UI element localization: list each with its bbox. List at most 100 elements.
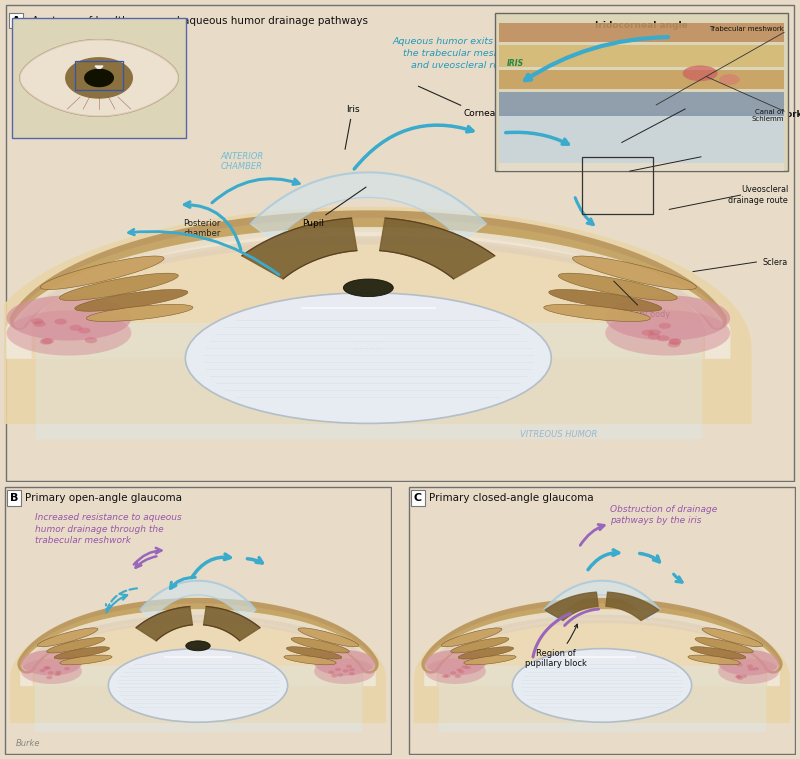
- Text: B: B: [10, 493, 18, 503]
- Ellipse shape: [349, 672, 355, 676]
- Polygon shape: [21, 606, 375, 685]
- Polygon shape: [34, 611, 362, 685]
- Text: Primary closed-angle glaucoma: Primary closed-angle glaucoma: [430, 493, 594, 503]
- Ellipse shape: [21, 650, 82, 676]
- Ellipse shape: [736, 675, 742, 678]
- Text: Drainage through
trabecular meshwork: Drainage through trabecular meshwork: [701, 99, 800, 118]
- Ellipse shape: [718, 650, 779, 676]
- Ellipse shape: [442, 628, 502, 647]
- Ellipse shape: [54, 319, 67, 325]
- Ellipse shape: [512, 649, 692, 723]
- Ellipse shape: [34, 321, 46, 327]
- Polygon shape: [545, 592, 598, 621]
- Polygon shape: [438, 611, 766, 685]
- FancyBboxPatch shape: [495, 14, 788, 171]
- Text: A: A: [11, 15, 20, 26]
- Ellipse shape: [39, 669, 46, 672]
- Ellipse shape: [736, 663, 742, 666]
- Ellipse shape: [74, 289, 188, 311]
- Ellipse shape: [298, 628, 358, 647]
- Ellipse shape: [719, 74, 740, 85]
- Polygon shape: [140, 581, 256, 620]
- Text: Obstruction of drainage
pathways by the iris: Obstruction of drainage pathways by the …: [610, 505, 717, 525]
- FancyBboxPatch shape: [499, 113, 784, 163]
- Ellipse shape: [284, 655, 336, 665]
- Text: Increased resistance to aqueous
humor drainage through the
trabecular meshwork: Increased resistance to aqueous humor dr…: [35, 513, 182, 545]
- Ellipse shape: [695, 638, 754, 653]
- Ellipse shape: [458, 670, 465, 673]
- Ellipse shape: [59, 273, 178, 301]
- Ellipse shape: [186, 641, 210, 650]
- Ellipse shape: [735, 675, 742, 679]
- FancyBboxPatch shape: [5, 487, 391, 754]
- Ellipse shape: [346, 665, 352, 668]
- Polygon shape: [136, 606, 193, 641]
- Ellipse shape: [648, 333, 660, 339]
- Ellipse shape: [31, 318, 43, 324]
- Polygon shape: [203, 606, 260, 641]
- Ellipse shape: [6, 295, 131, 341]
- Ellipse shape: [454, 675, 461, 678]
- FancyBboxPatch shape: [6, 5, 794, 480]
- Ellipse shape: [337, 673, 343, 677]
- Text: Iridocorneal angle: Iridocorneal angle: [595, 20, 688, 30]
- Ellipse shape: [738, 676, 743, 680]
- Ellipse shape: [21, 659, 82, 684]
- Ellipse shape: [748, 667, 754, 671]
- Text: VITREOUS HUMOR: VITREOUS HUMOR: [520, 430, 597, 439]
- Polygon shape: [544, 581, 660, 620]
- Text: Aqueous humor exits through
the trabecular meshwork
and uveoscleral route: Aqueous humor exits through the trabecul…: [393, 37, 534, 70]
- Polygon shape: [250, 172, 486, 241]
- Ellipse shape: [682, 65, 718, 81]
- Ellipse shape: [464, 655, 516, 665]
- Ellipse shape: [48, 671, 54, 675]
- Polygon shape: [0, 207, 751, 424]
- Polygon shape: [66, 58, 132, 98]
- Ellipse shape: [342, 669, 349, 672]
- Polygon shape: [242, 218, 357, 279]
- Ellipse shape: [70, 325, 82, 331]
- Text: Sclera: Sclera: [763, 257, 788, 266]
- FancyBboxPatch shape: [499, 93, 784, 116]
- Ellipse shape: [314, 659, 375, 684]
- Ellipse shape: [669, 339, 681, 345]
- Ellipse shape: [42, 338, 54, 344]
- Ellipse shape: [642, 329, 654, 335]
- Ellipse shape: [55, 671, 62, 674]
- Text: Pupil: Pupil: [302, 187, 366, 228]
- Ellipse shape: [108, 649, 288, 723]
- Text: ANTERIOR
CHAMBER: ANTERIOR CHAMBER: [220, 152, 263, 172]
- Ellipse shape: [86, 304, 193, 322]
- Ellipse shape: [40, 339, 52, 345]
- Ellipse shape: [78, 328, 90, 333]
- Ellipse shape: [38, 628, 98, 647]
- Text: Episcleral vein: Episcleral vein: [682, 153, 741, 162]
- Text: Ciliary body: Ciliary body: [622, 310, 670, 319]
- Ellipse shape: [657, 335, 670, 342]
- Polygon shape: [85, 69, 114, 87]
- FancyBboxPatch shape: [499, 163, 784, 171]
- Ellipse shape: [465, 666, 471, 669]
- Ellipse shape: [456, 668, 462, 672]
- Text: LENS: LENS: [355, 343, 382, 353]
- Ellipse shape: [43, 666, 50, 669]
- Ellipse shape: [425, 659, 486, 684]
- Ellipse shape: [328, 670, 334, 674]
- Polygon shape: [7, 218, 730, 358]
- Polygon shape: [606, 592, 659, 621]
- Text: Primary open-angle glaucoma: Primary open-angle glaucoma: [26, 493, 182, 503]
- Polygon shape: [414, 600, 790, 723]
- Ellipse shape: [444, 674, 450, 678]
- Ellipse shape: [64, 667, 70, 670]
- Ellipse shape: [669, 339, 682, 345]
- Ellipse shape: [46, 638, 105, 653]
- Text: Trabecular meshwork: Trabecular meshwork: [710, 26, 784, 32]
- Ellipse shape: [462, 665, 468, 669]
- Text: C: C: [414, 493, 422, 503]
- Polygon shape: [425, 606, 779, 685]
- Ellipse shape: [349, 668, 355, 672]
- Ellipse shape: [450, 671, 456, 675]
- Ellipse shape: [549, 289, 662, 311]
- Text: Posterior
chamber: Posterior chamber: [183, 219, 221, 238]
- Ellipse shape: [442, 675, 448, 678]
